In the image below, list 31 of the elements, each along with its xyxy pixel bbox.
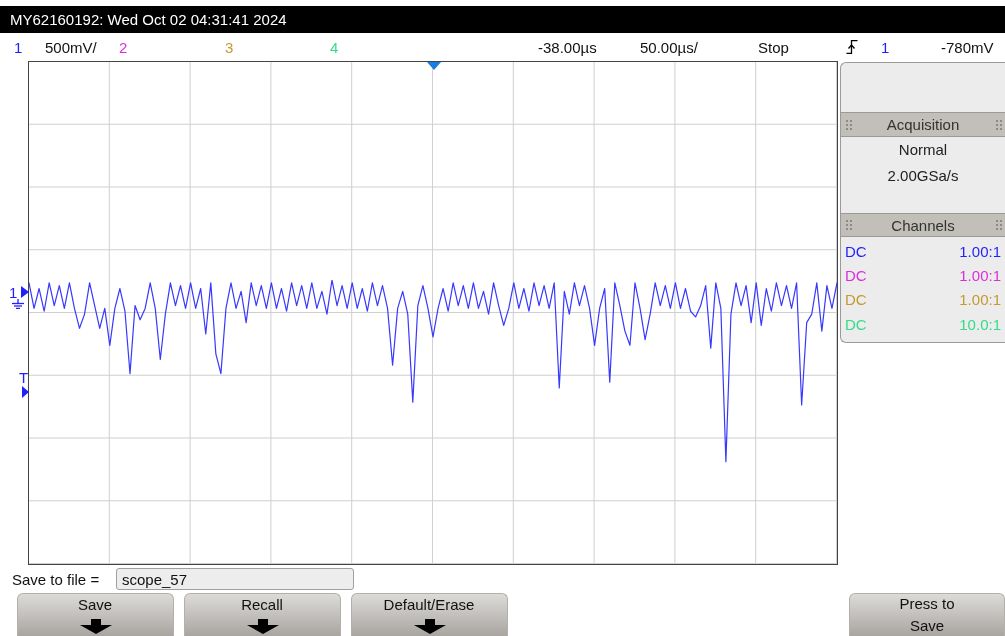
text: Channels: [891, 216, 955, 234]
text: Stop: [758, 38, 789, 56]
text: 2.00GSa/s: [887, 166, 959, 184]
text: Save to file =: [12, 570, 100, 588]
text: DC: [845, 290, 867, 308]
text: Save: [77, 595, 113, 613]
text: 4: [330, 38, 339, 56]
text: 1.00:1: [959, 242, 1001, 260]
text: Default/Erase: [383, 595, 475, 613]
text: -780mV: [941, 38, 994, 56]
text: DC: [845, 315, 867, 333]
text: scope_57: [122, 570, 188, 588]
text: DC: [845, 266, 867, 284]
text: 1: [9, 283, 18, 301]
text: 10.0:1: [959, 315, 1001, 333]
text: -38.00µs: [538, 38, 597, 56]
text: Recall: [241, 595, 283, 613]
text: 500mV/: [45, 38, 97, 56]
text: 1: [14, 38, 23, 56]
text: 1.00:1: [959, 290, 1001, 308]
text: 50.00µs/: [640, 38, 698, 56]
annotation: T: [19, 368, 29, 386]
text: Press to Save: [898, 594, 956, 636]
text: 3: [225, 38, 234, 56]
text: Acquisition: [886, 115, 960, 133]
text: 2: [119, 38, 128, 56]
chart-title: MY62160192: Wed Oct 02 04:31:41 2024: [10, 11, 287, 28]
text: 1.00:1: [959, 266, 1001, 284]
text: DC: [845, 242, 867, 260]
text: Normal: [898, 140, 948, 158]
text: 1: [881, 38, 890, 56]
